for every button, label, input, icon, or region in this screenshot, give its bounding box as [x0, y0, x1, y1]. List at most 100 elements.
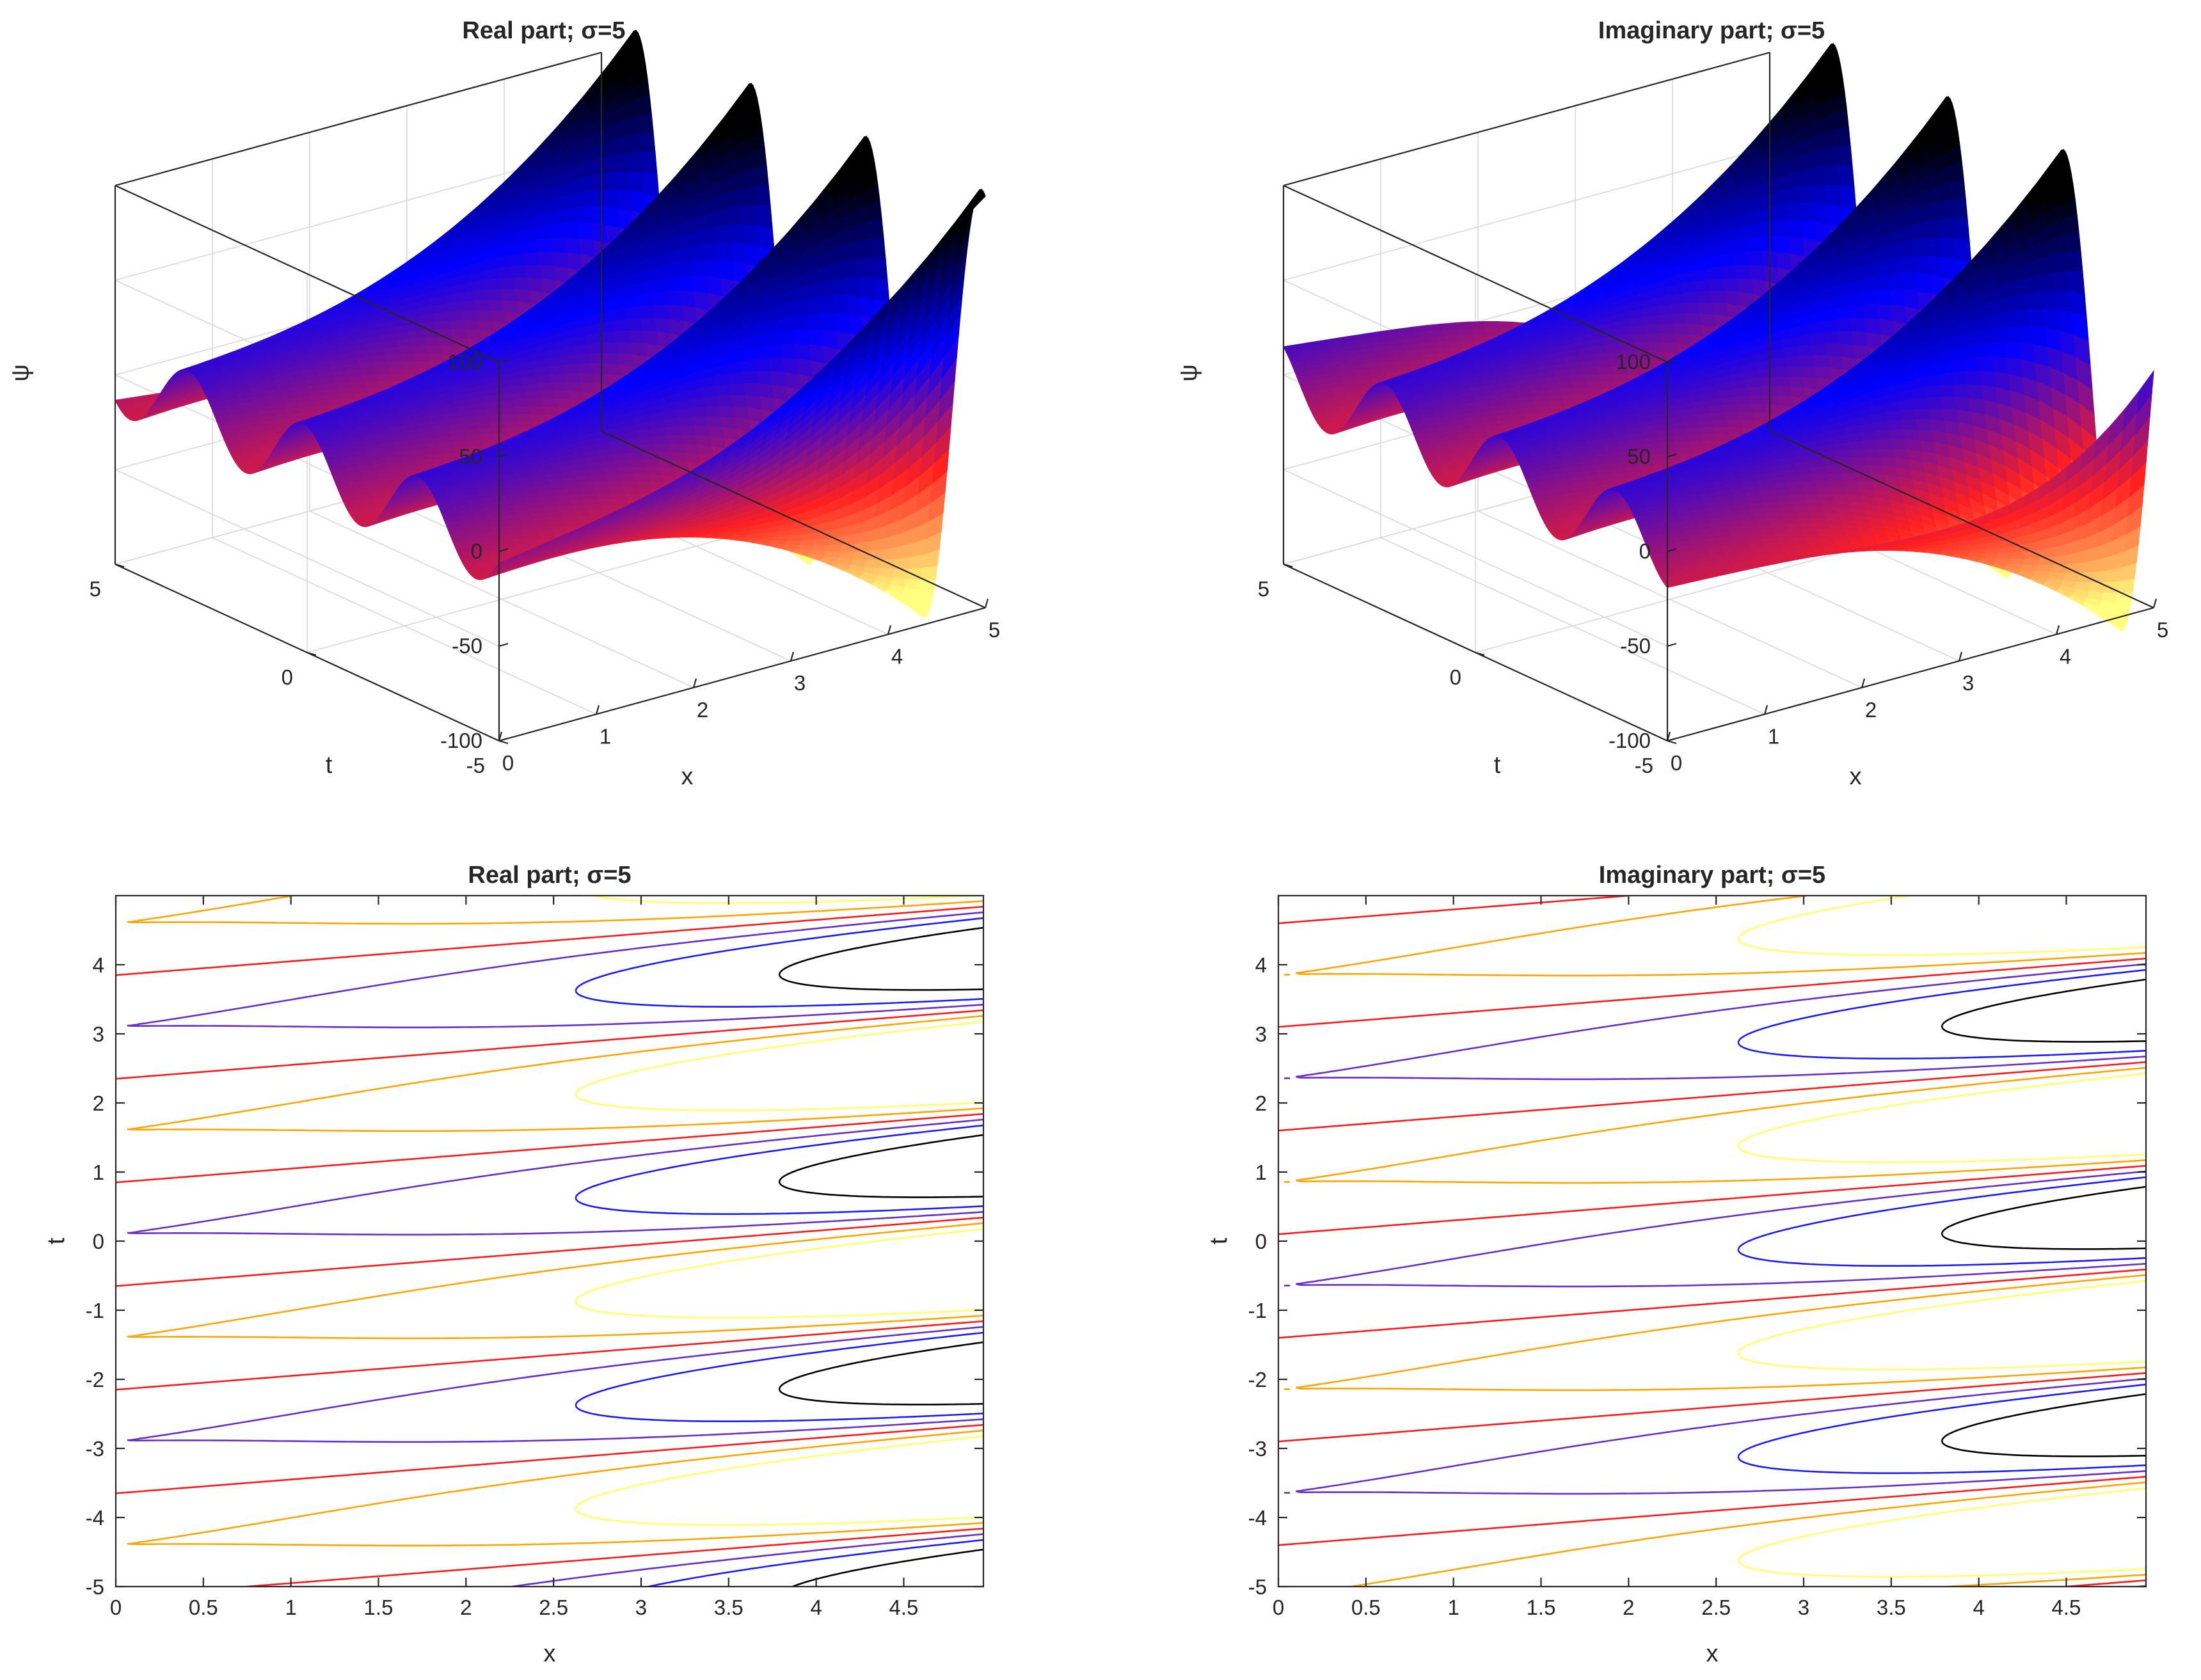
surface-patch [591, 363, 608, 376]
surface-patch [716, 242, 734, 262]
surface-patch [651, 291, 668, 306]
surface-patch [397, 345, 415, 355]
surface-patch [612, 153, 629, 173]
surface-patch [411, 345, 429, 354]
surface-patch [374, 368, 392, 376]
surface-patch [390, 374, 408, 383]
surface-patch [550, 237, 568, 254]
surface-patch [573, 191, 590, 209]
surface-patch [603, 353, 621, 366]
surface-patch [739, 186, 757, 207]
surface-patch [337, 388, 355, 395]
surface-patch [597, 321, 615, 334]
surface-patch [349, 381, 367, 389]
surface-patch [553, 390, 571, 401]
surface-patch [491, 427, 509, 435]
surface-patch [679, 290, 697, 308]
surface-patch [585, 173, 603, 193]
surface-mesh [115, 29, 986, 618]
surface-patch [486, 289, 504, 301]
surface-patch [638, 305, 656, 319]
surface-patch [450, 329, 468, 340]
surface-patch [597, 155, 615, 175]
surface-patch [661, 262, 679, 280]
surface-patch [500, 406, 518, 415]
surface-patch [640, 152, 658, 176]
surface-patch [751, 165, 769, 187]
surface-patch [704, 259, 722, 279]
surface-patch [548, 223, 566, 239]
surface-patch [562, 363, 580, 374]
surface-patch [640, 318, 658, 333]
surface-patch [624, 133, 642, 154]
surface-patch [445, 301, 463, 313]
surface-patch [347, 375, 365, 383]
surface-patch [386, 361, 404, 369]
surface-patch [576, 363, 594, 374]
surface-patch [383, 347, 401, 356]
surface-patch [560, 354, 578, 366]
surface-patch [576, 222, 594, 241]
z-grid-line [115, 469, 500, 647]
surface-patch [599, 331, 617, 344]
surface-patch [497, 265, 514, 280]
surface-patch [649, 278, 666, 294]
surface-patch [511, 265, 528, 279]
surface-patch [482, 267, 500, 281]
surface-patch [589, 207, 607, 226]
surface-patch [513, 277, 530, 292]
surface-patch [339, 393, 357, 400]
surface-patch [731, 242, 748, 265]
surface-patch [702, 242, 720, 261]
surface-patch [653, 305, 670, 320]
surface-patch [351, 387, 369, 395]
surface-patch [550, 373, 568, 383]
surface-patch [690, 259, 707, 277]
surface-patch [616, 342, 633, 356]
surface-patch [447, 310, 465, 321]
surface-patch [486, 408, 504, 416]
surface-patch [502, 413, 520, 422]
surface-patch [484, 278, 502, 291]
surface-patch [677, 275, 695, 292]
y-grid-line [306, 519, 794, 653]
surface-patch [514, 406, 532, 415]
surface-patch [473, 299, 491, 312]
surface-patch [566, 382, 584, 393]
surface-patch [589, 353, 607, 365]
surface-patch [477, 427, 495, 436]
surface-patch [688, 244, 705, 262]
surface-patch [358, 362, 376, 370]
surface-patch [741, 205, 759, 226]
surface-patch [574, 353, 592, 365]
surface-patch [743, 224, 761, 248]
surface-patch [479, 434, 497, 441]
surface-patch [700, 226, 718, 246]
surface-patch [425, 345, 443, 356]
surface-patch [560, 207, 578, 225]
surface-patch [572, 344, 590, 356]
surface-patch [692, 275, 709, 294]
surface-patch [505, 427, 523, 436]
surface-patch [564, 372, 582, 383]
surface-patch [636, 292, 654, 307]
surface-patch [525, 390, 543, 400]
surface-patch [578, 372, 596, 384]
surface-patch [628, 171, 646, 194]
surface-patch [504, 420, 521, 429]
surface-patch [409, 338, 427, 347]
surface-patch [385, 354, 402, 363]
surface-patch [408, 330, 425, 340]
surface-patch [636, 112, 654, 134]
surface-patch [601, 342, 619, 354]
surface-patch [498, 400, 516, 409]
surface-patch [470, 280, 488, 292]
surface-patch [638, 131, 656, 154]
surface-patch [370, 354, 388, 363]
surface-patch [509, 253, 527, 267]
surface-patch [475, 310, 493, 322]
surface-patch [465, 434, 482, 442]
surface-patch [438, 337, 456, 348]
surface-patch [614, 330, 631, 344]
